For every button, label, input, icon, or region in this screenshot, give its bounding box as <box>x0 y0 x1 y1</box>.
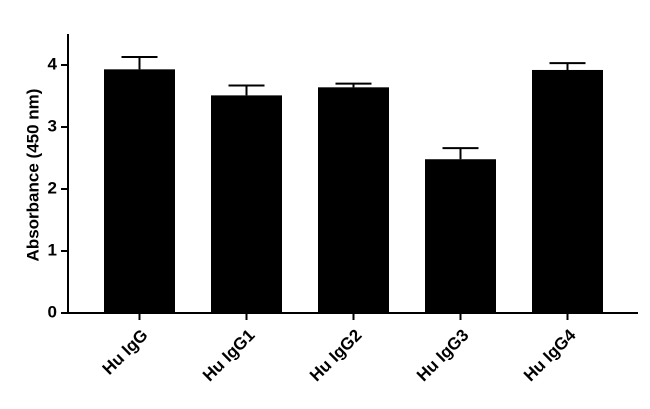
error-bar <box>335 82 372 88</box>
error-bar <box>121 55 158 70</box>
error-bar <box>442 147 479 160</box>
bar <box>425 159 496 313</box>
x-tick-label: Hu IgG4 <box>520 325 580 385</box>
y-tick-label: 1 <box>48 240 57 259</box>
x-tick-label: Hu IgG1 <box>199 326 259 386</box>
y-tick-label: 2 <box>48 178 57 197</box>
bar <box>532 69 603 314</box>
error-bar <box>549 62 586 70</box>
bar <box>211 95 282 313</box>
x-tick-label: Hu IgG <box>99 326 152 379</box>
y-tick-label: 4 <box>48 54 58 73</box>
bar <box>318 87 389 313</box>
error-bar <box>228 84 265 96</box>
x-tick-label: Hu IgG3 <box>413 326 473 386</box>
bar <box>104 69 175 313</box>
x-tick-label: Hu IgG2 <box>306 326 366 386</box>
y-tick-label: 0 <box>48 302 57 321</box>
y-tick-label: 3 <box>48 116 57 135</box>
y-axis-label: Absorbance (450 nm) <box>23 89 42 262</box>
